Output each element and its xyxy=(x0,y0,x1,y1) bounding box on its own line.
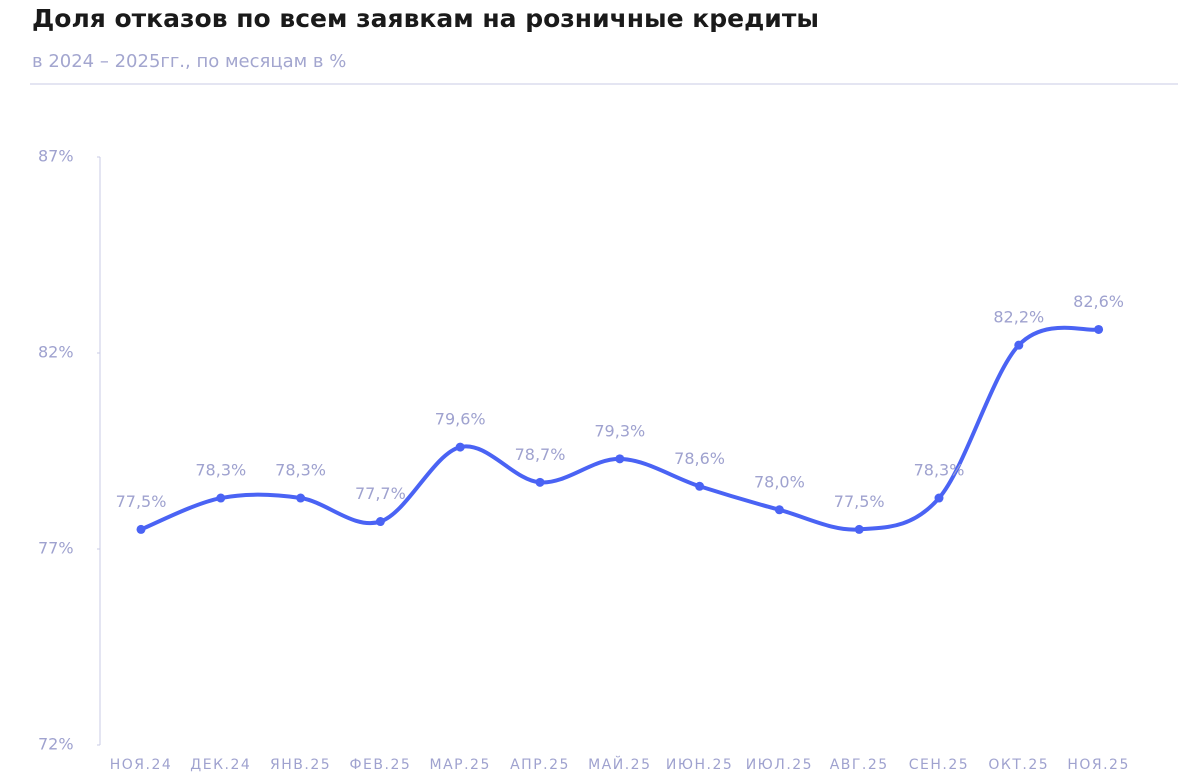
point xyxy=(615,454,625,464)
point xyxy=(535,477,545,487)
x-tick-label: НОЯ.24 xyxy=(110,757,173,773)
x-tick-label: ФЕВ.25 xyxy=(350,757,412,773)
x-tick-label: ИЮН.25 xyxy=(666,757,733,773)
value-label: 77,5% xyxy=(834,492,885,511)
x-tick-label: ОКТ.25 xyxy=(988,757,1049,773)
value-label: 78,3% xyxy=(275,461,326,480)
point xyxy=(216,493,226,503)
point xyxy=(375,517,385,527)
value-label: 78,6% xyxy=(674,449,725,468)
value-label: 79,3% xyxy=(594,421,645,440)
value-label: 82,6% xyxy=(1073,292,1124,311)
value-label: 82,2% xyxy=(993,308,1044,327)
chart-subtitle: в 2024 – 2025гг., по месяцам в % xyxy=(32,51,346,72)
x-tick-label: ЯНВ.25 xyxy=(270,757,331,773)
point xyxy=(695,481,705,491)
point xyxy=(455,442,465,452)
x-tick-label: МАЙ.25 xyxy=(588,755,651,773)
x-tick-label: АВГ.25 xyxy=(830,757,889,773)
point xyxy=(136,524,146,534)
x-tick-label: АПР.25 xyxy=(510,757,570,773)
point xyxy=(774,505,784,515)
point xyxy=(854,524,864,534)
chart-title: Доля отказов по всем заявкам на розничны… xyxy=(32,4,819,33)
x-tick-label: МАР.25 xyxy=(430,757,491,773)
y-tick-label: 82% xyxy=(38,343,74,362)
x-tick-label: СЕН.25 xyxy=(909,757,969,773)
y-tick-label: 87% xyxy=(38,147,74,166)
value-label: 77,7% xyxy=(355,484,406,503)
point xyxy=(296,493,306,503)
x-tick-label: НОЯ.25 xyxy=(1067,757,1130,773)
point xyxy=(1014,340,1024,350)
value-label: 78,3% xyxy=(914,461,965,480)
value-label: 77,5% xyxy=(116,492,167,511)
value-label: 78,7% xyxy=(515,445,566,464)
value-label: 79,6% xyxy=(435,410,486,429)
x-tick-label: ДЕК.24 xyxy=(190,757,251,773)
point xyxy=(1094,324,1104,334)
y-tick-label: 77% xyxy=(38,539,74,558)
x-tick-label: ИЮЛ.25 xyxy=(746,757,813,773)
y-tick-label: 72% xyxy=(38,735,74,754)
point xyxy=(934,493,944,503)
value-label: 78,0% xyxy=(754,472,805,491)
value-label: 78,3% xyxy=(195,461,246,480)
